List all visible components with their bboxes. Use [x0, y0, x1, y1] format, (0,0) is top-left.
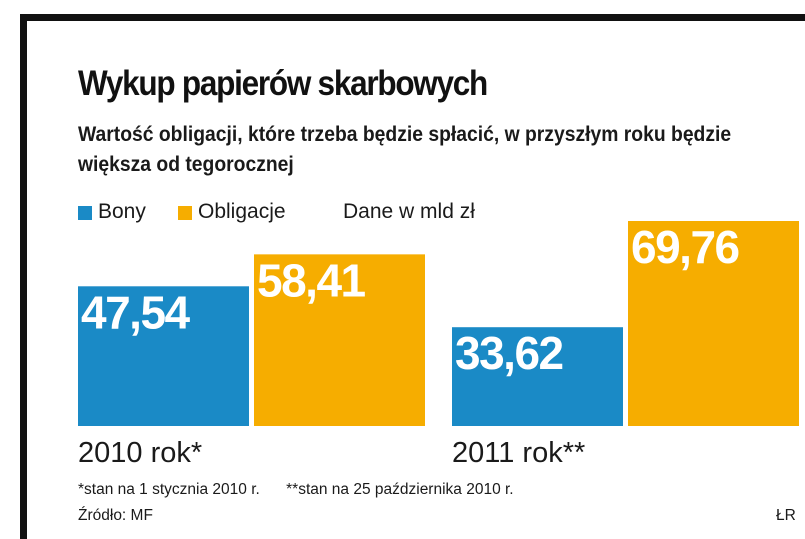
legend-swatch-obligacje [178, 206, 192, 220]
data-label-bony-2011: 33,62 [455, 327, 563, 379]
footnote-2011: **stan na 25 października 2010 r. [286, 481, 514, 498]
data-label-obligacje-2011: 69,76 [631, 221, 739, 273]
legend-swatch-bony [78, 206, 92, 220]
footnote-2010: *stan na 1 stycznia 2010 r. [78, 481, 260, 498]
data-label-obligacje-2010: 58,41 [257, 254, 366, 306]
bar-bony-2010 [78, 286, 249, 426]
frame-top-rule [20, 14, 805, 21]
units-note: Dane w mld zł [343, 200, 475, 223]
chart-title: Wykup papierów skarbowych [78, 64, 488, 103]
legend-label-obligacje: Obligacje [198, 200, 286, 223]
legend-label-bony: Bony [98, 200, 146, 223]
bar-obligacje-2010 [254, 254, 425, 426]
bar-bony-2011 [452, 327, 623, 426]
data-label-bony-2010: 47,54 [81, 286, 191, 338]
category-label-2010: 2010 rok* [78, 437, 202, 469]
author-credit: ŁR [776, 507, 796, 524]
source-note: Źródło: MF [78, 507, 153, 524]
frame-left-rule [20, 14, 27, 539]
bar-obligacje-2011 [628, 221, 799, 426]
chart-subtitle: Wartość obligacji, które trzeba będzie s… [78, 123, 732, 176]
footnotes: *stan na 1 stycznia 2010 r. **stan na 25… [78, 481, 536, 499]
category-label-2011: 2011 rok** [452, 437, 585, 469]
